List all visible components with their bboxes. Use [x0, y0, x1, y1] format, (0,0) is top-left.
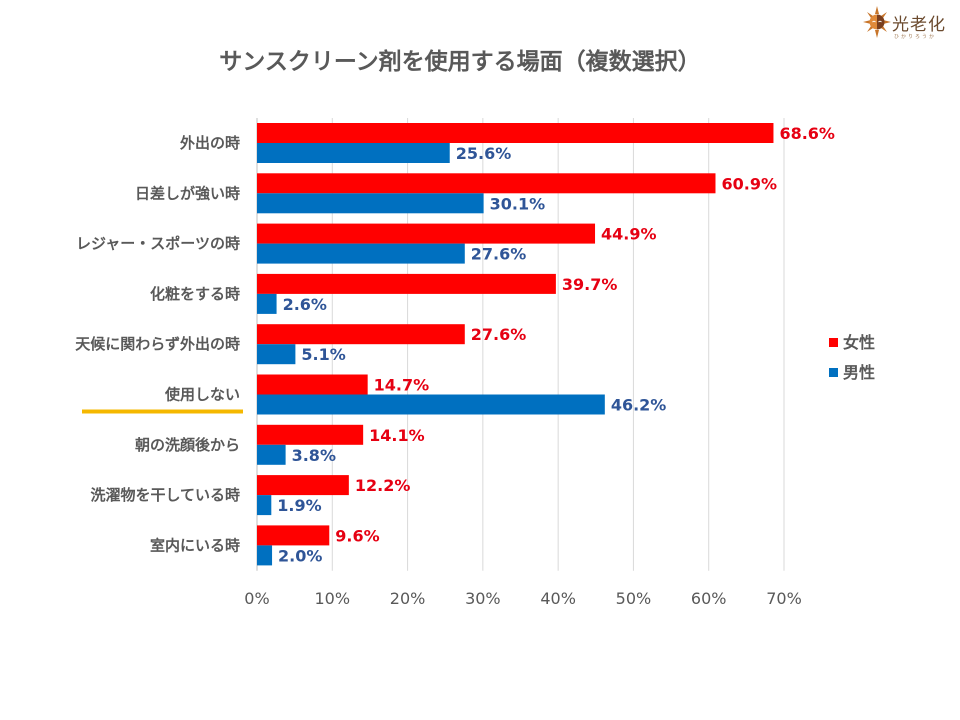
- value-label-male: 2.0%: [278, 546, 322, 565]
- value-label-male: 30.1%: [490, 194, 546, 213]
- legend-label-female: 女性: [843, 333, 875, 352]
- value-label-female: 12.2%: [355, 476, 411, 495]
- bar-male: [257, 444, 286, 465]
- bar-male: [257, 143, 450, 163]
- bar-male: [257, 394, 605, 415]
- value-label-male: 25.6%: [456, 144, 512, 163]
- x-tick-labels: 0% 10% 20% 30% 40% 50% 60% 70%: [244, 589, 801, 608]
- x-tick-label: 0%: [244, 589, 269, 608]
- chart-title: サンスクリーン剤を使用する場面（複数選択）: [219, 49, 701, 75]
- x-tick-label: 40%: [540, 589, 576, 608]
- category-label: 洗濯物を干している時: [90, 486, 240, 504]
- value-label-male: 2.6%: [283, 295, 327, 314]
- x-tick-label: 20%: [390, 589, 426, 608]
- bar-female: [257, 525, 330, 546]
- category-label: 外出の時: [179, 134, 240, 152]
- value-label-female: 68.6%: [779, 124, 835, 143]
- bar-male: [257, 293, 277, 314]
- category-label: 天候に関わらず外出の時: [75, 335, 240, 353]
- category-labels: 外出の時日差しが強い時レジャー・スポーツの時化粧をする時天候に関わらず外出の時使…: [75, 134, 240, 554]
- bar-male: [257, 193, 484, 214]
- value-label-female: 14.1%: [369, 426, 425, 445]
- legend-label-male: 男性: [843, 363, 875, 382]
- bar-female: [257, 173, 716, 194]
- legend-swatch-female: [829, 338, 838, 347]
- bar-male: [257, 495, 272, 516]
- bar-female: [257, 324, 465, 345]
- value-label-male: 1.9%: [277, 496, 321, 515]
- bar-female: [257, 374, 368, 395]
- logo: 光老化 ひかりろうか: [862, 4, 960, 44]
- category-label: 室内にいる時: [150, 536, 240, 554]
- category-label: 朝の洗顔後から: [135, 436, 240, 454]
- value-label-female: 60.9%: [721, 174, 777, 193]
- value-label-male: 5.1%: [301, 345, 345, 364]
- bar-female: [257, 223, 596, 244]
- bars: [257, 123, 774, 566]
- legend-swatch-male: [829, 368, 838, 377]
- value-label-male: 27.6%: [471, 245, 527, 264]
- category-label: 使用しない: [164, 386, 240, 404]
- bar-male: [257, 243, 465, 264]
- x-tick-label: 60%: [691, 589, 727, 608]
- value-label-female: 44.9%: [601, 225, 657, 244]
- category-label: 化粧をする時: [150, 285, 240, 303]
- value-labels: 68.6% 25.6% 60.9% 30.1% 44.9% 27.6% 39.7% 2.6% 2…: [277, 124, 835, 565]
- sun-face-icon: [863, 6, 891, 38]
- x-tick-label: 50%: [616, 589, 652, 608]
- logo-text: 光老化: [892, 15, 946, 35]
- bar-female: [257, 123, 774, 143]
- category-label: レジャー・スポーツの時: [76, 235, 240, 253]
- value-label-male: 3.8%: [292, 446, 336, 465]
- logo-subtext: ひかりろうか: [894, 34, 937, 40]
- value-label-female: 39.7%: [562, 275, 618, 294]
- bar-female: [257, 273, 556, 294]
- value-label-male: 46.2%: [611, 396, 667, 415]
- x-tick-label: 10%: [315, 589, 351, 608]
- bar-male: [257, 344, 296, 365]
- value-label-female: 14.7%: [374, 376, 430, 395]
- value-label-female: 9.6%: [335, 526, 379, 545]
- x-tick-label: 30%: [465, 589, 501, 608]
- bar-female: [257, 475, 349, 496]
- category-label: 日差しが強い時: [135, 184, 240, 202]
- x-tick-label: 70%: [766, 589, 802, 608]
- value-label-female: 27.6%: [471, 325, 527, 344]
- bar-male: [257, 545, 273, 566]
- bar-female: [257, 424, 364, 445]
